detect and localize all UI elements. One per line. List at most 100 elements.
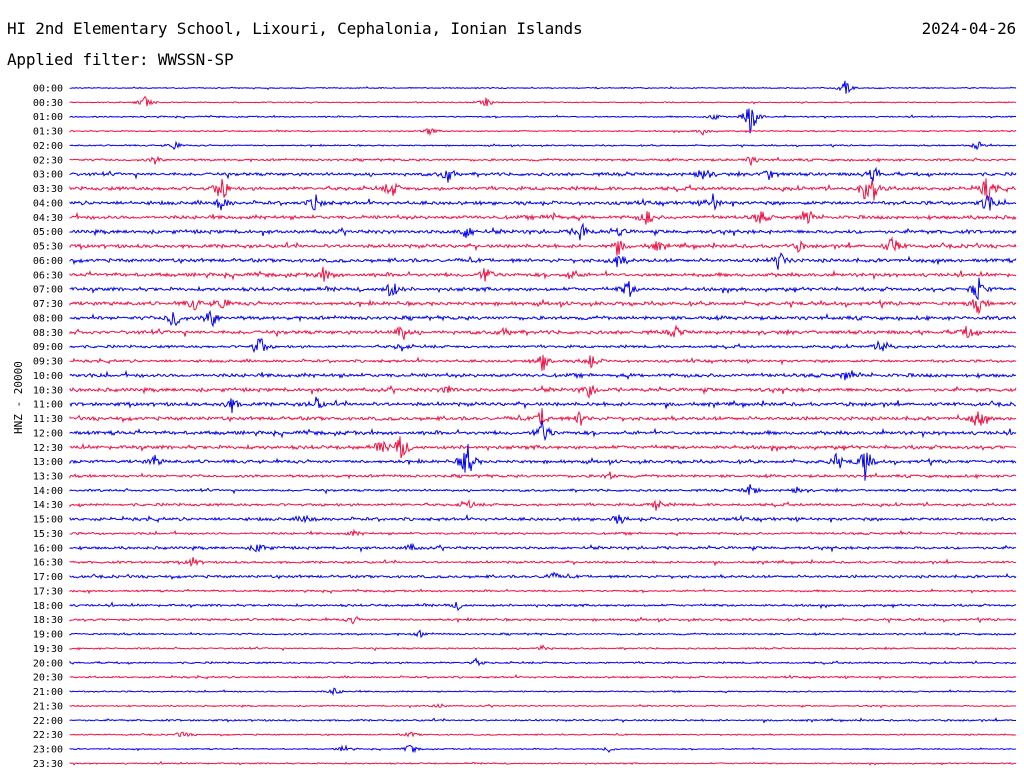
trace-line (69, 588, 1017, 595)
trace-line (69, 108, 1017, 134)
trace-line (69, 266, 1017, 282)
station-title: HI 2nd Elementary School, Lixouri, Cepha… (7, 19, 583, 38)
trace-line (69, 471, 1017, 481)
trace-line (69, 210, 1017, 225)
time-tick-label: 16:30 (33, 558, 63, 569)
time-tick-label: 22:30 (33, 730, 63, 741)
trace-line (69, 298, 1017, 315)
trace-line (69, 128, 1017, 136)
time-tick-label: 01:30 (33, 127, 63, 138)
time-tick-label: 21:30 (33, 701, 63, 712)
trace-line (69, 338, 1017, 354)
trace-line (69, 155, 1017, 166)
time-tick-label: 02:30 (33, 155, 63, 166)
time-tick-label: 18:30 (33, 615, 63, 626)
time-tick-label: 19:30 (33, 644, 63, 655)
trace-line (69, 252, 1017, 270)
trace-line (69, 731, 1017, 738)
time-tick-label: 08:00 (33, 313, 63, 324)
trace-line (69, 674, 1017, 681)
time-tick-label: 09:30 (33, 357, 63, 368)
trace-line (69, 178, 1017, 201)
time-tick-label: 19:00 (33, 630, 63, 641)
trace-line (69, 513, 1017, 525)
trace-line (69, 687, 1017, 697)
trace-line (69, 703, 1017, 709)
time-tick-label: 15:00 (33, 515, 63, 526)
time-tick-label: 11:30 (33, 414, 63, 425)
date-label: 2024-04-26 (921, 19, 1017, 38)
time-tick-label: 16:00 (33, 543, 63, 554)
time-tick-label: 17:00 (33, 572, 63, 583)
trace-line (69, 542, 1017, 553)
trace-line (69, 193, 1017, 211)
time-tick-label: 17:30 (33, 586, 63, 597)
time-tick-label: 01:00 (33, 112, 63, 123)
time-tick-label: 21:00 (33, 687, 63, 698)
trace-line (69, 166, 1017, 183)
time-tick-label: 13:00 (33, 457, 63, 468)
trace-line (69, 354, 1017, 371)
trace-line (69, 528, 1017, 537)
trace-line (69, 616, 1017, 625)
time-tick-label: 13:30 (33, 471, 63, 482)
time-tick-label: 07:30 (33, 299, 63, 310)
time-tick-label: 14:00 (33, 486, 63, 497)
time-tick-label: 09:00 (33, 342, 63, 353)
time-tick-label: 22:00 (33, 716, 63, 727)
time-tick-label: 10:00 (33, 371, 63, 382)
time-tick-label: 03:00 (33, 170, 63, 181)
time-tick-label: 06:30 (33, 270, 63, 281)
trace-line (69, 140, 1017, 151)
time-tick-label: 05:30 (33, 242, 63, 253)
trace-line (69, 571, 1017, 581)
time-tick-label: 14:30 (33, 500, 63, 511)
time-tick-label: 20:30 (33, 673, 63, 684)
trace-line (69, 408, 1017, 426)
trace-line (69, 95, 1017, 107)
time-tick-label: 23:00 (33, 745, 63, 756)
trace-line (69, 557, 1017, 568)
time-tick-label: 04:30 (33, 213, 63, 224)
trace-line (69, 222, 1017, 241)
trace-line (69, 436, 1017, 459)
time-tick-label: 10:30 (33, 385, 63, 396)
trace-line (69, 236, 1017, 256)
trace-line (69, 499, 1017, 511)
trace-line (69, 657, 1017, 667)
time-tick-label: 23:30 (33, 759, 63, 770)
trace-line (69, 369, 1017, 381)
trace-line (69, 309, 1017, 328)
trace-line (69, 601, 1017, 612)
trace-line (69, 324, 1017, 340)
time-tick-label: 00:00 (33, 84, 63, 95)
filter-label: Applied filter: WWSSN-SP (7, 50, 234, 69)
trace-line (69, 760, 1017, 766)
time-tick-label: 05:00 (33, 227, 63, 238)
trace-line (69, 396, 1016, 413)
time-tick-label: 20:00 (33, 658, 63, 669)
time-tick-label: 08:30 (33, 328, 63, 339)
time-tick-label: 04:00 (33, 198, 63, 209)
trace-line (69, 384, 1017, 399)
time-tick-label: 03:30 (33, 184, 63, 195)
time-tick-label: 15:30 (33, 529, 63, 540)
trace-line (69, 717, 1017, 724)
time-tick-label: 02:00 (33, 141, 63, 152)
time-tick-label: 06:00 (33, 256, 63, 267)
time-tick-label: 12:30 (33, 443, 63, 454)
trace-line (69, 629, 1017, 639)
trace-line (69, 644, 1017, 652)
trace-line (69, 484, 1017, 495)
trace-line (69, 277, 1017, 301)
time-tick-label: 18:00 (33, 601, 63, 612)
trace-line (69, 420, 1017, 442)
time-tick-label: 12:00 (33, 428, 63, 439)
time-tick-label: 07:00 (33, 285, 63, 296)
time-tick-label: 00:30 (33, 98, 63, 109)
trace-line (69, 80, 1017, 94)
trace-line (69, 744, 1017, 754)
trace-line (69, 444, 1017, 481)
time-tick-label: 11:00 (33, 400, 63, 411)
